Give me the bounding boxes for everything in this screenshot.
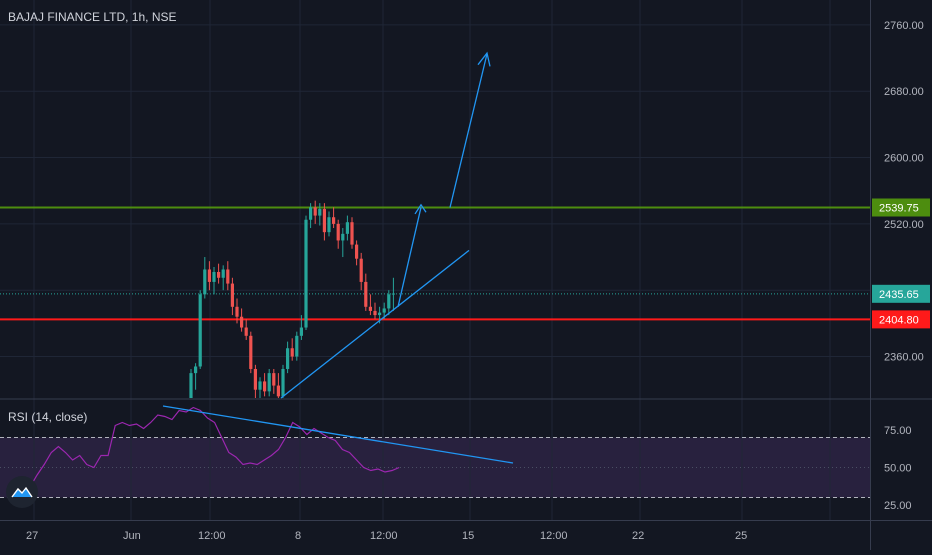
candle-body	[304, 219, 308, 328]
trendline-support	[280, 249, 470, 399]
candle-body	[240, 316, 244, 328]
candle-body	[244, 327, 248, 336]
candle-body	[249, 335, 253, 369]
candle-body	[382, 308, 386, 313]
candle-body	[309, 207, 313, 220]
time-tick-label: 12:00	[198, 530, 226, 542]
candle-body	[207, 269, 211, 282]
price-level-label: 2435.65	[879, 289, 919, 301]
candle-body	[189, 373, 193, 398]
rsi-line	[29, 406, 400, 488]
candle-body	[198, 294, 202, 367]
candle-body	[272, 373, 276, 386]
candle-body	[217, 271, 221, 278]
price-tick-label: 2680.00	[884, 86, 924, 98]
time-tick-label: Jun	[123, 530, 141, 542]
time-tick-label: 8	[295, 530, 301, 542]
rsi-tick-label: 25.00	[884, 500, 912, 512]
price-level-badge	[872, 284, 930, 303]
projection-arrow-short	[397, 207, 422, 307]
candle-body	[341, 233, 345, 241]
candle-body	[332, 217, 336, 224]
candle-body	[373, 310, 377, 316]
candle-body	[387, 294, 391, 309]
candle-body	[281, 368, 285, 397]
candle-body	[327, 217, 331, 233]
candle-body	[263, 381, 267, 392]
price-level-label: 2404.80	[879, 314, 919, 326]
candle-body	[221, 269, 225, 278]
candle-body	[364, 281, 368, 307]
chart-title: BAJAJ FINANCE LTD, 1h, NSE	[8, 10, 177, 24]
tradingview-icon	[11, 486, 33, 498]
rsi-tick-label: 75.00	[884, 425, 912, 437]
candle-body	[276, 385, 280, 397]
price-tick-label: 2600.00	[884, 153, 924, 165]
price-tick-label: 2360.00	[884, 352, 924, 364]
candle-body	[391, 293, 395, 295]
rsi-tick-label: 50.00	[884, 463, 912, 475]
time-tick-label: 27	[26, 530, 38, 542]
candle-body	[258, 381, 262, 390]
price-level-label: 2539.75	[879, 202, 919, 214]
candle-body	[253, 368, 257, 390]
arrow-head	[414, 203, 427, 215]
candle-body	[368, 306, 372, 311]
candle-body	[336, 223, 340, 241]
candle-body	[267, 373, 271, 392]
candle-body	[230, 283, 234, 307]
time-tick-label: 12:00	[540, 530, 568, 542]
time-tick-label: 22	[632, 530, 644, 542]
price-level-badge	[872, 310, 930, 329]
price-tick-label: 2760.00	[884, 20, 924, 32]
candle-body	[295, 335, 299, 357]
time-tick-label: 25	[735, 530, 747, 542]
candle-body	[212, 271, 216, 282]
candle-body	[322, 208, 326, 233]
candle-body	[286, 348, 290, 369]
candle-body	[313, 207, 317, 216]
candle-body	[359, 258, 363, 282]
candle-body	[235, 306, 239, 317]
candle-body	[203, 269, 207, 295]
candle-body	[318, 208, 322, 216]
rsi-title: RSI (14, close)	[8, 410, 88, 424]
price-tick-label: 2520.00	[884, 219, 924, 231]
arrow-head	[477, 51, 491, 67]
candle-body	[299, 327, 303, 336]
candle-body	[345, 222, 349, 234]
time-tick-label: 15	[462, 530, 474, 542]
tradingview-logo[interactable]	[6, 476, 38, 508]
candle-body	[194, 366, 198, 374]
projection-arrow-long	[449, 53, 488, 208]
candle-body	[350, 222, 354, 245]
time-tick-label: 12:00	[370, 530, 398, 542]
candle-body	[226, 269, 230, 284]
candle-body	[290, 348, 294, 357]
candle-body	[355, 244, 359, 259]
price-level-badge	[872, 198, 930, 217]
rsi-trendline	[162, 405, 514, 464]
candle-body	[378, 312, 382, 316]
